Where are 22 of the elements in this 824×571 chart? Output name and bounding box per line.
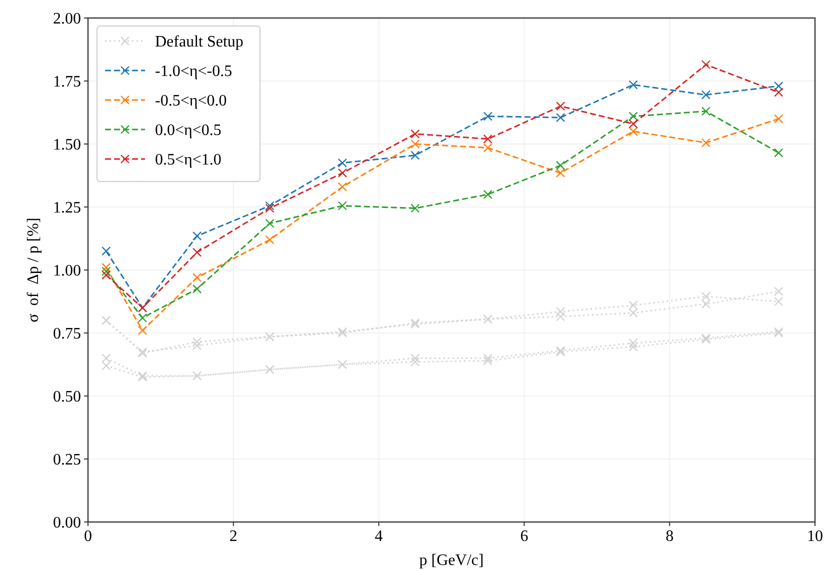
x-axis-title: p [GeV/c] xyxy=(419,552,484,569)
y-tick-label: 0.75 xyxy=(53,326,81,343)
legend-label: -0.5<η<0.0 xyxy=(155,92,227,110)
y-tick-label: 1.75 xyxy=(53,74,81,91)
x-tick-label: 2 xyxy=(229,528,238,545)
y-tick-label: 1.00 xyxy=(53,262,81,280)
y-tick-label: 0.00 xyxy=(53,514,81,532)
y-tick-label: 1.50 xyxy=(53,136,81,154)
y-axis-title: σ of Δp / p [%] xyxy=(25,218,42,322)
x-tick-label: 0 xyxy=(84,528,92,545)
y-tick-label: 0.50 xyxy=(53,388,81,406)
legend-label: -1.0<η<-0.5 xyxy=(155,63,232,80)
x-tick-label: 4 xyxy=(374,528,383,545)
y-tick-label: 1.25 xyxy=(53,200,81,217)
legend-label: 0.5<η<1.0 xyxy=(155,152,222,169)
x-tick-label: 6 xyxy=(520,528,528,545)
x-tick-label: 8 xyxy=(666,528,674,545)
y-tick-label: 2.00 xyxy=(53,10,81,28)
x-tick-label: 10 xyxy=(807,528,823,545)
legend-label: Default Setup xyxy=(155,34,244,51)
y-tick-label: 0.25 xyxy=(53,452,81,469)
legend-label: 0.0<η<0.5 xyxy=(155,122,222,140)
